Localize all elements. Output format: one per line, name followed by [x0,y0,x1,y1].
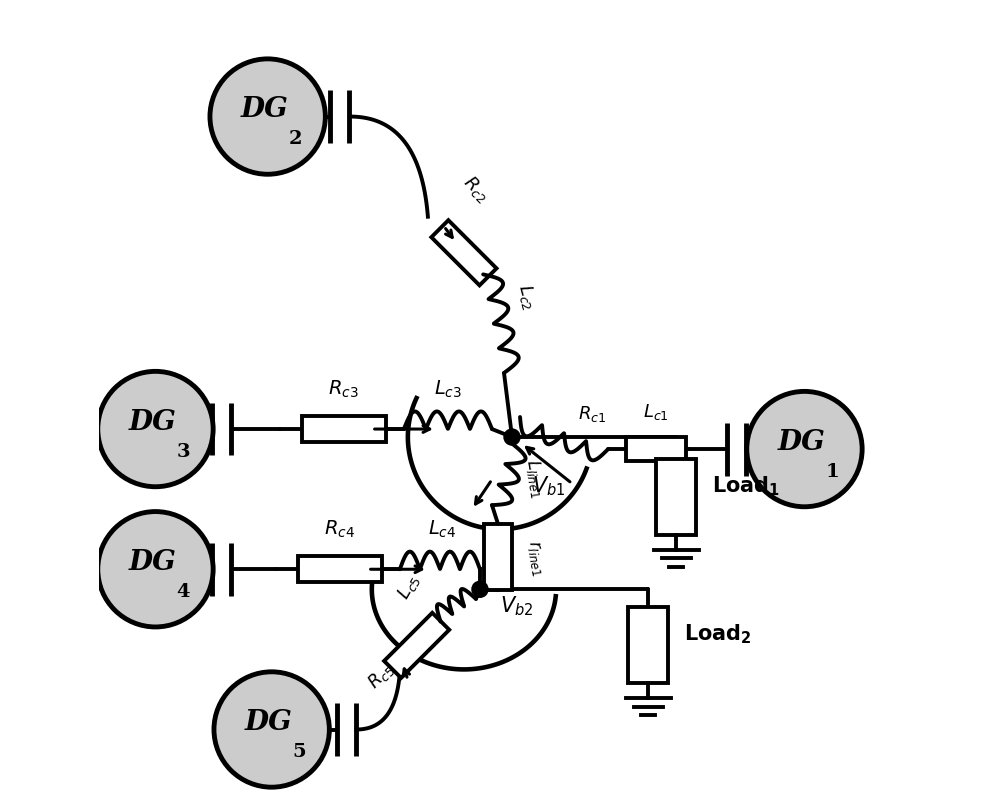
Circle shape [504,430,520,446]
Text: $\mathit{L_{line1}}$: $\mathit{L_{line1}}$ [522,457,549,498]
Text: $\mathit{L_{c3}}$: $\mathit{L_{c3}}$ [434,378,462,399]
Text: DG: DG [128,548,176,575]
Text: $\mathit{R_{c3}}$: $\mathit{R_{c3}}$ [328,378,359,399]
Text: $\mathit{L_{c2}}$: $\mathit{L_{c2}}$ [514,282,540,312]
Text: $\mathit{L_{c1}}$: $\mathit{L_{c1}}$ [643,402,669,422]
Text: 5: 5 [293,743,306,760]
Text: $\mathit{R_{c5}}$: $\mathit{R_{c5}}$ [364,658,398,691]
Text: $\mathit{R_{c2}}$: $\mathit{R_{c2}}$ [459,171,493,206]
Circle shape [210,59,325,175]
Text: $\mathit{r_{line1}}$: $\mathit{r_{line1}}$ [524,538,548,577]
Bar [484,524,512,590]
Text: $\mathit{R_{c1}}$: $\mathit{R_{c1}}$ [578,404,606,424]
Text: DG: DG [241,96,288,123]
Text: 2: 2 [289,130,302,149]
Circle shape [214,672,329,787]
Circle shape [98,372,213,487]
Text: DG: DG [128,408,176,435]
Text: 4: 4 [176,582,190,601]
Text: 1: 1 [825,463,839,480]
Text: $\mathit{V_{b2}}$: $\mathit{V_{b2}}$ [500,593,533,618]
Bar [626,438,686,462]
Text: $\mathit{V_{b1}}$: $\mathit{V_{b1}}$ [532,474,565,497]
Bar [656,459,696,536]
Bar [628,608,668,683]
Text: DG: DG [777,428,825,455]
Text: DG: DG [245,708,292,735]
Bar [431,221,497,286]
Text: $\mathit{L_{c5}}$: $\mathit{L_{c5}}$ [394,569,424,601]
Text: $\mathbf{Load_2}$: $\mathbf{Load_2}$ [684,622,752,646]
Circle shape [472,581,488,597]
Circle shape [98,512,213,627]
Text: 3: 3 [176,442,190,460]
Circle shape [747,392,862,507]
Bar [298,556,382,583]
Bar [302,416,386,442]
Bar [384,613,449,678]
Text: $\mathit{R_{c4}}$: $\mathit{R_{c4}}$ [324,518,355,539]
Text: $\mathit{L_{c4}}$: $\mathit{L_{c4}}$ [428,518,456,539]
Text: $\mathbf{Load_1}$: $\mathbf{Load_1}$ [712,474,780,497]
